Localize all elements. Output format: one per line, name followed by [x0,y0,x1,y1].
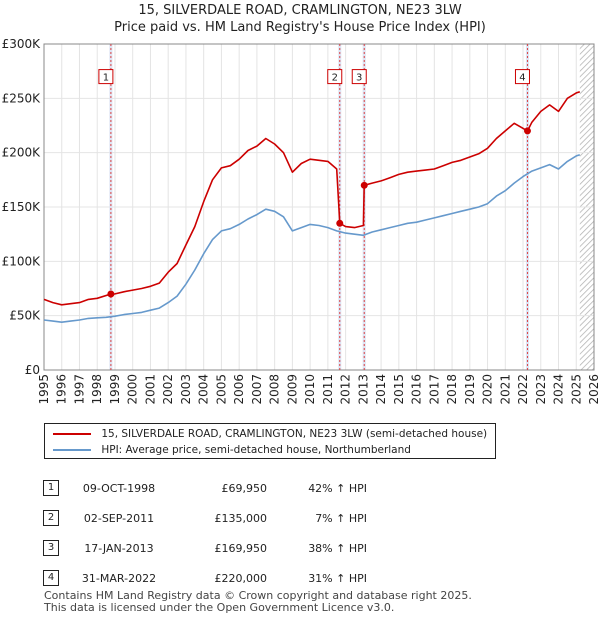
x-tick-label: 2026 [587,374,600,405]
x-tick-label: 2024 [552,374,566,405]
x-tick-label: 2011 [321,374,335,405]
sale-marker-box [327,69,343,85]
sale-hpi: 42% ↑ HPI [308,481,367,495]
y-tick-label: £300K [2,37,42,51]
x-tick-label: 2025 [569,374,583,405]
x-tick-label: 2000 [126,374,140,405]
x-tick-label: 2016 [410,374,424,405]
sale-marker-label: 1 [103,73,109,84]
sale-hpi: 38% ↑ HPI [308,541,367,555]
sale-number: 3 [43,540,59,556]
sale-point [336,219,344,227]
y-tick-label: £150K [2,200,42,214]
sale-hpi: 7% ↑ HPI [315,511,367,525]
legend-label-property: 15, SILVERDALE ROAD, CRAMLINGTON, NE23 3… [101,428,488,440]
sale-price: £135,000 [214,511,268,525]
property-series-line [43,91,581,306]
sale-price: £69,950 [221,481,268,495]
sale-marker-box [98,69,114,85]
x-tick-label: 1996 [55,374,69,405]
sale-marker-label: 2 [332,73,338,84]
sale-marker-label: 4 [519,73,525,84]
x-tick-label: 2015 [392,374,406,405]
x-tick-label: 2005 [214,374,228,405]
x-tick-label: 2023 [534,374,548,405]
legend-item-property: 15, SILVERDALE ROAD, CRAMLINGTON, NE23 3… [53,426,487,442]
legend-item-hpi: HPI: Average price, semi-detached house,… [53,442,411,458]
sale-band [525,44,529,370]
sale-point [523,127,531,135]
sale-band [338,44,342,370]
sales-table: 1 09-OCT-1998 £69,950 42% ↑ HPI 2 02-SEP… [40,473,367,593]
x-tick-label: 1997 [72,374,86,405]
x-tick-label: 1998 [90,374,104,405]
sale-marker-box [351,69,367,85]
x-tick-label: 2002 [161,374,175,405]
x-tick-label: 2018 [445,374,459,405]
table-row: 3 17-JAN-2013 £169,950 38% ↑ HPI [40,533,367,563]
chart-title: 15, SILVERDALE ROAD, CRAMLINGTON, NE23 3… [138,3,462,18]
sale-point [360,181,368,189]
x-tick-label: 2014 [374,374,388,405]
chart-subtitle: Price paid vs. HM Land Registry's House … [114,20,486,35]
table-row: 1 09-OCT-1998 £69,950 42% ↑ HPI [40,473,367,503]
x-tick-label: 2006 [232,374,246,405]
legend-swatch-hpi [53,449,91,451]
sale-date: 09-OCT-1998 [82,481,156,495]
y-tick-label: £250K [2,91,42,105]
footer: Contains HM Land Registry data © Crown c… [44,590,472,614]
table-row: 4 31-MAR-2022 £220,000 31% ↑ HPI [40,563,367,593]
x-tick-label: 2009 [285,374,299,405]
x-tick-label: 1995 [37,374,51,405]
sale-price: £220,000 [214,571,268,585]
y-tick-label: £100K [2,254,42,268]
sale-number: 4 [43,570,59,586]
sale-date: 02-SEP-2011 [83,511,155,525]
footer-copyright: Contains HM Land Registry data © Crown c… [44,589,472,602]
y-tick-label: £50K [9,309,41,323]
x-tick-label: 2004 [197,374,211,405]
sale-marker-label: 3 [356,73,362,84]
hpi-series-line [43,154,581,323]
x-tick-label: 2008 [268,374,282,405]
table-row: 2 02-SEP-2011 £135,000 7% ↑ HPI [40,503,367,533]
sale-price: £169,950 [214,541,268,555]
footer-licence: This data is licensed under the Open Gov… [44,601,395,614]
legend: 15, SILVERDALE ROAD, CRAMLINGTON, NE23 3… [44,423,496,459]
x-tick-label: 2021 [498,374,512,405]
sale-date: 17-JAN-2013 [84,541,154,555]
sale-number: 1 [43,480,59,496]
legend-label-hpi: HPI: Average price, semi-detached house,… [101,444,411,456]
sale-marker-box [514,69,530,85]
plot-frame [43,43,595,371]
x-tick-label: 2012 [339,374,353,405]
x-tick-label: 2013 [356,374,370,405]
x-tick-label: 2022 [516,374,530,405]
x-tick-label: 2001 [143,374,157,405]
x-tick-label: 2003 [179,374,193,405]
x-tick-label: 2007 [250,374,264,405]
y-tick-label: £200K [2,146,42,160]
sale-point [107,290,115,298]
x-tick-label: 1999 [108,374,122,405]
legend-swatch-property [53,433,91,435]
sale-band [109,44,113,370]
x-tick-label: 2017 [427,374,441,405]
y-tick-label: £0 [25,363,40,377]
sale-date: 31-MAR-2022 [81,571,157,585]
x-tick-label: 2010 [303,374,317,405]
x-tick-label: 2020 [481,374,495,405]
x-tick-label: 2019 [463,374,477,405]
sale-number: 2 [43,510,59,526]
sale-hpi: 31% ↑ HPI [308,571,367,585]
